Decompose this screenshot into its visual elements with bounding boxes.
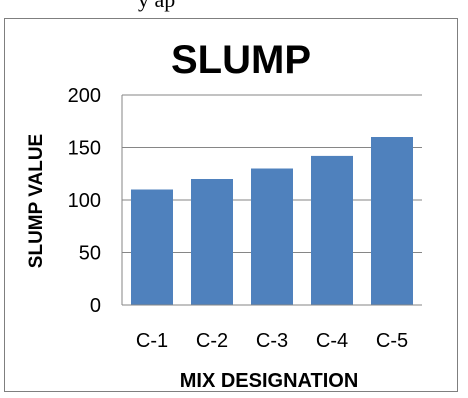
y-axis-label: SLUMP VALUE bbox=[26, 134, 47, 268]
bar-C-4 bbox=[311, 155, 353, 305]
chart-title: SLUMP bbox=[171, 38, 311, 82]
y-tick-label: 150 bbox=[68, 138, 101, 160]
x-axis-label: MIX DESIGNATION bbox=[180, 370, 359, 392]
x-tick-label: C-3 bbox=[256, 330, 288, 352]
bar-C-1 bbox=[131, 189, 173, 305]
y-tick-label: 50 bbox=[79, 243, 101, 265]
bar-C-2 bbox=[191, 179, 233, 305]
y-tick-label: 0 bbox=[90, 295, 101, 317]
x-tick-label: C-2 bbox=[196, 330, 228, 352]
x-tick-label: C-4 bbox=[316, 330, 348, 352]
cropped-text: y ap bbox=[138, 0, 175, 11]
cropped-text-fragment: y ap bbox=[0, 0, 468, 22]
bar-C-3 bbox=[251, 168, 293, 305]
x-tick-label: C-5 bbox=[376, 330, 408, 352]
x-tick-label: C-1 bbox=[136, 330, 168, 352]
y-tick-label: 200 bbox=[68, 85, 101, 107]
bar-C-5 bbox=[371, 137, 413, 305]
y-tick-label: 100 bbox=[68, 190, 101, 212]
chart-area bbox=[4, 18, 458, 392]
y-axis-ticks: 0 50 100 150 200 bbox=[68, 85, 101, 317]
x-axis-ticks: C-1 C-2 C-3 C-4 C-5 bbox=[136, 330, 408, 352]
bars bbox=[122, 137, 422, 306]
